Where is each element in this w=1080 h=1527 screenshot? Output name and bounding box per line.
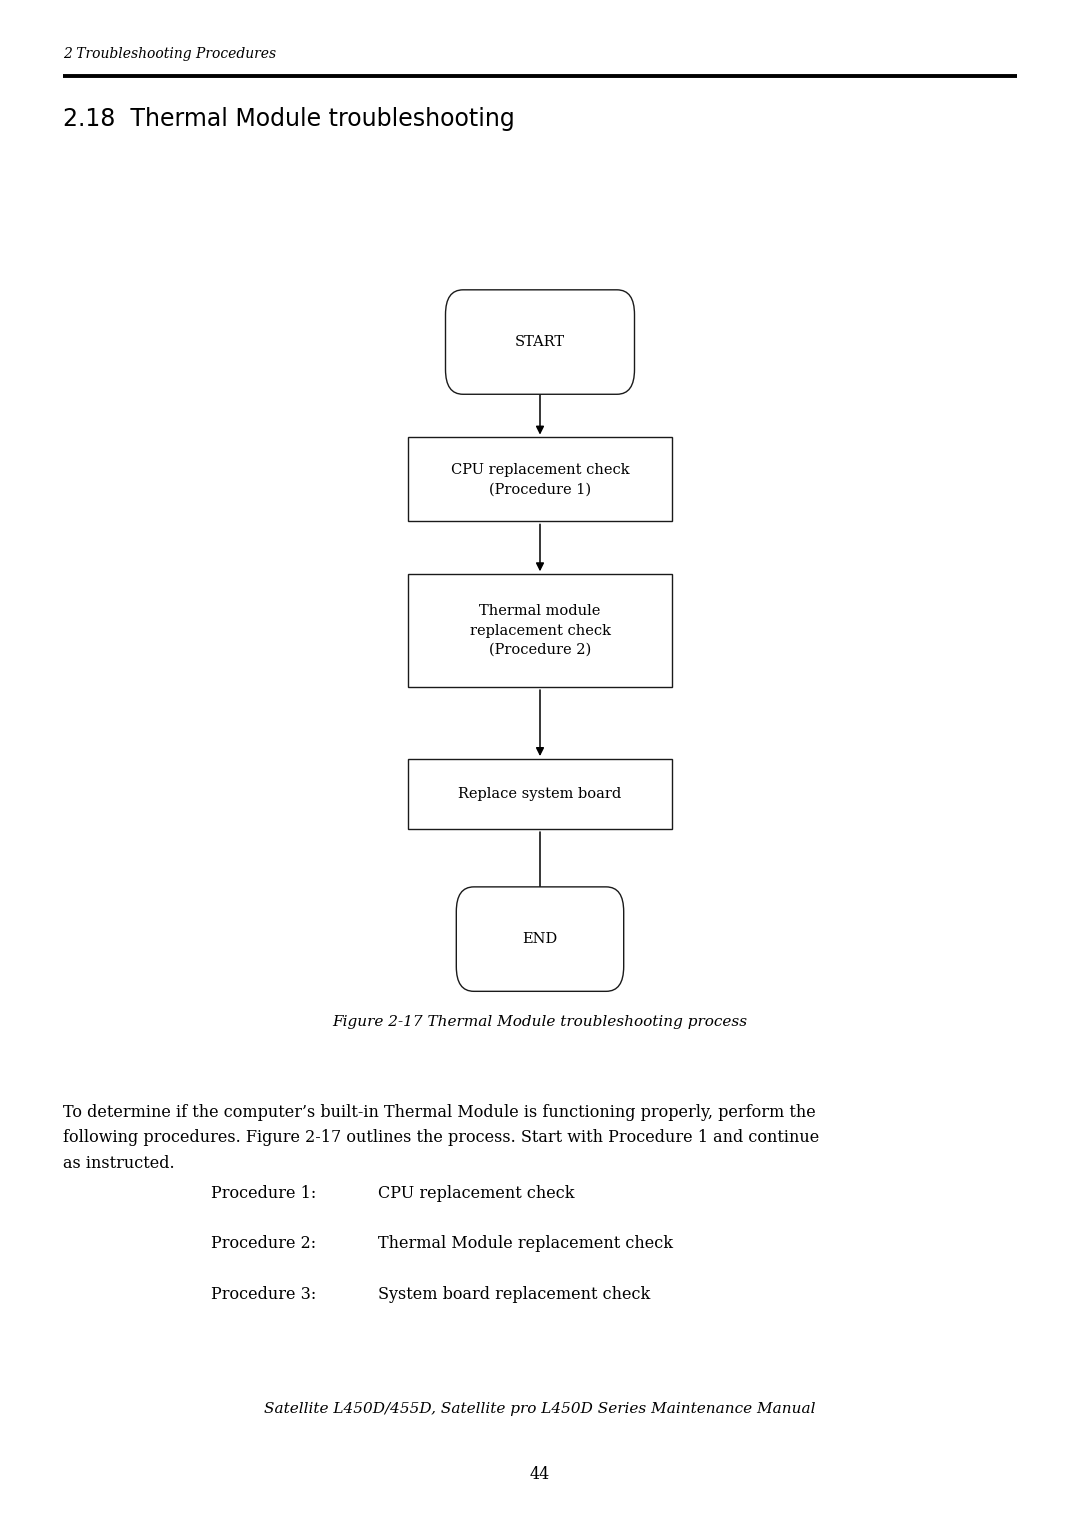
FancyBboxPatch shape [446,290,634,394]
Text: Procedure 2:: Procedure 2: [211,1235,315,1252]
Text: CPU replacement check: CPU replacement check [378,1185,575,1202]
Text: CPU replacement check
(Procedure 1): CPU replacement check (Procedure 1) [450,463,630,496]
Text: END: END [523,931,557,947]
Text: Figure 2-17 Thermal Module troubleshooting process: Figure 2-17 Thermal Module troubleshooti… [333,1015,747,1029]
Text: START: START [515,334,565,350]
Bar [408,437,672,521]
Text: 44: 44 [530,1466,550,1483]
Text: Satellite L450D/455D, Satellite pro L450D Series Maintenance Manual: Satellite L450D/455D, Satellite pro L450… [265,1402,815,1416]
Text: Thermal Module replacement check: Thermal Module replacement check [378,1235,673,1252]
Text: Thermal module
replacement check
(Procedure 2): Thermal module replacement check (Proced… [470,605,610,657]
Bar [408,759,672,829]
Text: Replace system board: Replace system board [458,786,622,802]
FancyBboxPatch shape [457,887,624,991]
Text: Procedure 1:: Procedure 1: [211,1185,315,1202]
Text: System board replacement check: System board replacement check [378,1286,650,1303]
Text: Procedure 3:: Procedure 3: [211,1286,315,1303]
Text: To determine if the computer’s built-in Thermal Module is functioning properly, : To determine if the computer’s built-in … [63,1104,819,1171]
Text: 2.18  Thermal Module troubleshooting: 2.18 Thermal Module troubleshooting [63,107,514,131]
Text: 2 Troubleshooting Procedures: 2 Troubleshooting Procedures [63,47,275,61]
Bar [408,574,672,687]
